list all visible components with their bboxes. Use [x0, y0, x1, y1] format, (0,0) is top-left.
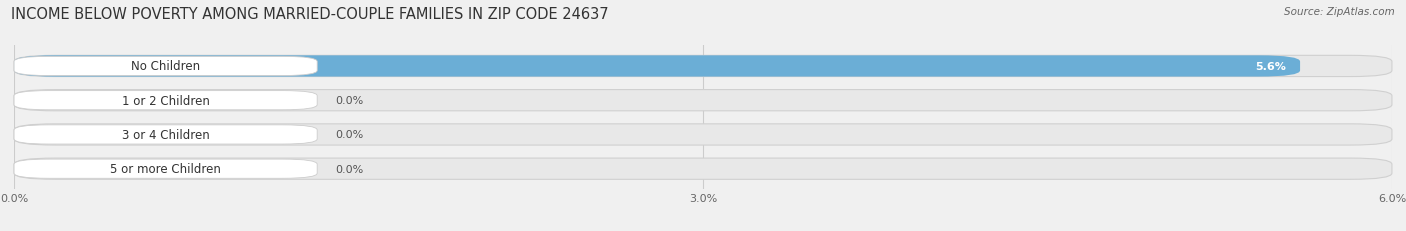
- Text: 5.6%: 5.6%: [1256, 62, 1286, 72]
- Text: 0.0%: 0.0%: [336, 130, 364, 140]
- Text: Source: ZipAtlas.com: Source: ZipAtlas.com: [1284, 7, 1395, 17]
- Text: 0.0%: 0.0%: [336, 164, 364, 174]
- FancyBboxPatch shape: [14, 56, 1392, 77]
- Text: 3 or 4 Children: 3 or 4 Children: [122, 128, 209, 141]
- FancyBboxPatch shape: [14, 159, 318, 179]
- FancyBboxPatch shape: [14, 56, 1301, 77]
- Text: 5 or more Children: 5 or more Children: [110, 162, 221, 175]
- FancyBboxPatch shape: [14, 90, 1392, 111]
- FancyBboxPatch shape: [14, 124, 1392, 146]
- FancyBboxPatch shape: [14, 57, 318, 76]
- Text: 0.0%: 0.0%: [336, 96, 364, 106]
- FancyBboxPatch shape: [14, 158, 1392, 179]
- Text: 1 or 2 Children: 1 or 2 Children: [122, 94, 209, 107]
- FancyBboxPatch shape: [14, 91, 318, 110]
- Text: No Children: No Children: [131, 60, 200, 73]
- FancyBboxPatch shape: [14, 125, 318, 144]
- Text: INCOME BELOW POVERTY AMONG MARRIED-COUPLE FAMILIES IN ZIP CODE 24637: INCOME BELOW POVERTY AMONG MARRIED-COUPL…: [11, 7, 609, 22]
